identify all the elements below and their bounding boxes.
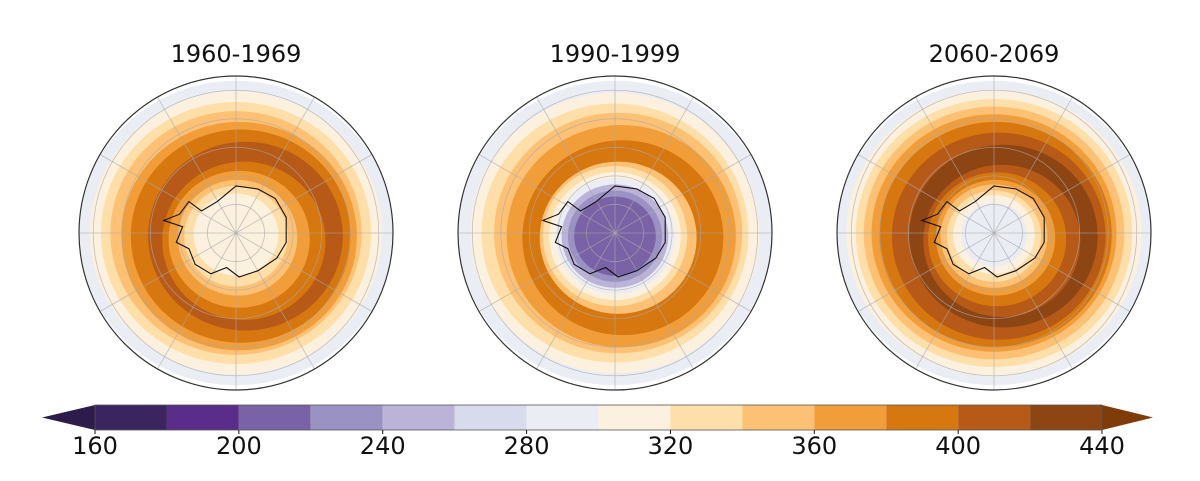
colorbar-tick-label: 240 <box>359 432 406 460</box>
polar-map-1 <box>78 75 394 391</box>
colorbar-bin <box>310 405 383 430</box>
longitude-line <box>857 232 995 312</box>
panel-title-3: 2060-2069 <box>928 40 1060 68</box>
colorbar-bin <box>814 405 887 430</box>
colorbar-bin <box>526 405 599 430</box>
colorbar-bin <box>958 405 1031 430</box>
colorbar-tick-label: 160 <box>72 432 118 460</box>
panel-title-1: 1960-1969 <box>170 40 302 68</box>
antarctica-coastline <box>162 185 287 278</box>
longitude-line <box>536 96 616 234</box>
colorbar-bin <box>238 405 311 430</box>
longitude-line <box>993 232 1131 312</box>
longitude-line <box>235 232 315 370</box>
longitude-line <box>915 232 995 370</box>
colorbar-bin <box>886 405 959 430</box>
longitude-line <box>157 232 237 370</box>
longitude-line <box>99 154 237 234</box>
longitude-line <box>235 154 373 234</box>
longitude-line <box>857 154 995 234</box>
colorbar-bin <box>742 405 815 430</box>
colorbar-tick-label: 200 <box>215 432 262 460</box>
longitude-line <box>614 232 694 370</box>
longitude-line <box>536 232 616 370</box>
colorbar-extend-high <box>1102 405 1153 430</box>
colorbar-tick-label: 280 <box>503 432 550 460</box>
colorbar-bin <box>1030 405 1102 430</box>
longitude-line <box>614 96 694 234</box>
colorbar-extend-low <box>42 405 95 430</box>
colorbar-bin <box>670 405 743 430</box>
antarctica-coastline <box>920 185 1045 278</box>
longitude-line <box>478 154 616 234</box>
longitude-line <box>235 232 373 312</box>
longitude-line <box>993 232 1073 370</box>
longitude-line <box>993 154 1131 234</box>
colorbar-tick-label: 440 <box>1079 432 1125 460</box>
longitude-line <box>157 96 237 234</box>
colorbar-tick-label: 400 <box>935 432 982 460</box>
colorbar <box>42 404 1153 434</box>
antarctica-coastline <box>541 185 666 278</box>
longitude-line <box>614 232 752 312</box>
colorbar-bin <box>454 405 527 430</box>
map-boundary <box>836 75 1152 391</box>
longitude-line <box>478 232 616 312</box>
colorbar-bin <box>382 405 455 430</box>
longitude-line <box>614 154 752 234</box>
map-boundary <box>78 75 394 391</box>
colorbar-tick-label: 360 <box>791 432 838 460</box>
colorbar-bin <box>95 405 167 430</box>
panel-title-2: 1990-1999 <box>549 40 681 68</box>
polar-map-3 <box>836 75 1152 391</box>
colorbar-tick-label: 320 <box>647 432 694 460</box>
longitude-line <box>235 96 315 234</box>
longitude-line <box>99 232 237 312</box>
colorbar-bin <box>166 405 239 430</box>
colorbar-bin <box>598 405 671 430</box>
longitude-line <box>915 96 995 234</box>
longitude-line <box>993 96 1073 234</box>
map-boundary <box>457 75 773 391</box>
polar-map-2 <box>457 75 773 391</box>
